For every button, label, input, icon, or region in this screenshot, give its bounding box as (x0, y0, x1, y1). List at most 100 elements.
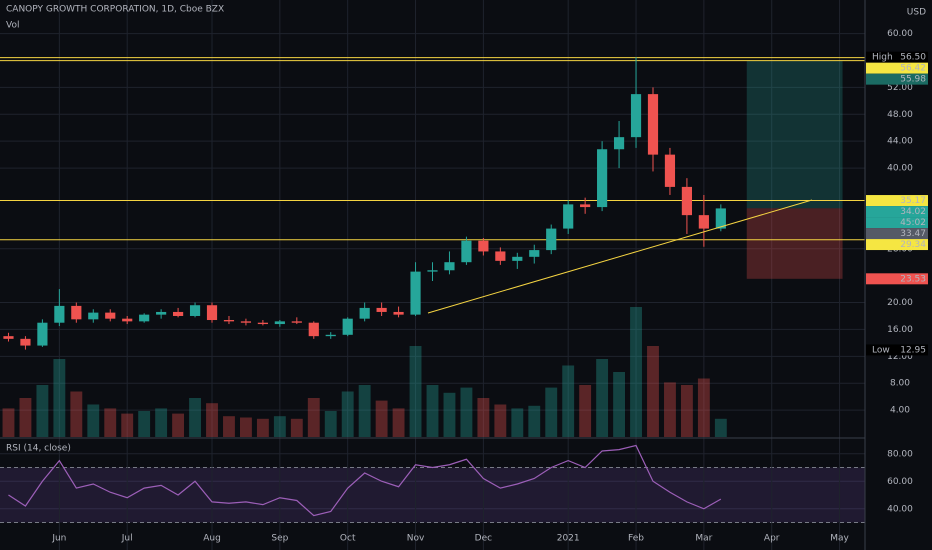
rsi-tick-label: 80.00 (887, 449, 913, 459)
price-tag-label: 56.42 (900, 64, 926, 74)
volume-bar (2, 408, 15, 437)
volume-bar (596, 359, 609, 437)
candle-body (613, 137, 625, 150)
y-tick-label: 8.00 (890, 379, 910, 389)
volume-bar (426, 385, 439, 437)
price-tag-label: 33.47 (900, 229, 926, 239)
y-tick-label: 4.00 (890, 406, 910, 416)
price-tag: 35.17 (866, 195, 928, 207)
candle-body (512, 256, 523, 261)
volume-bar (613, 372, 626, 437)
candle-body (546, 228, 557, 251)
volume-bar (155, 408, 168, 437)
price-tag: 56.42 (866, 62, 928, 74)
volume-bar (562, 365, 575, 437)
price-tag-bg (866, 228, 928, 240)
candle-body (597, 149, 608, 208)
x-tick-label: 2021 (557, 534, 580, 544)
y-tick-label: 44.00 (887, 137, 913, 147)
candle-body (37, 322, 48, 346)
volume-bar (494, 404, 507, 437)
volume-bar (511, 408, 524, 437)
volume-bar (19, 398, 32, 437)
price-tag: 55.98 (866, 73, 928, 85)
candle-body (664, 154, 676, 187)
candle-body (495, 251, 506, 261)
volume-bar (545, 387, 558, 437)
x-tick-label: Aug (203, 534, 221, 544)
candle-body (173, 311, 184, 316)
candle-body (139, 314, 150, 322)
volume-bar (36, 385, 49, 437)
candle-body (359, 307, 370, 319)
volume-bar (375, 400, 388, 437)
candle-body (308, 322, 319, 337)
x-tick-label: Apr (764, 534, 780, 544)
x-tick-label: Oct (340, 534, 356, 544)
volume-bar (528, 405, 541, 437)
candle-body (3, 336, 14, 339)
price-tag: High 56.50 (866, 51, 928, 63)
volume-bar (647, 346, 659, 437)
x-tick-label: Jul (121, 534, 133, 544)
volume-bar (341, 391, 354, 437)
rsi-tick-label: 60.00 (887, 477, 913, 487)
candle-body (274, 321, 285, 325)
candle-body (206, 305, 218, 321)
profit-zone (746, 60, 843, 209)
volume-label: Vol (6, 21, 19, 31)
rsi-line (8, 444, 722, 517)
volume-bar (680, 385, 693, 437)
trendline (427, 199, 813, 314)
x-tick-label: Sep (271, 534, 288, 544)
price-tag-bg (866, 344, 928, 356)
volume-bar (477, 398, 490, 437)
volume-bar (324, 411, 337, 437)
x-tick-label: Feb (628, 534, 644, 544)
candle-body (291, 321, 302, 323)
candle-body (122, 318, 133, 322)
candle-body (105, 312, 116, 319)
y-tick-label: 40.00 (887, 164, 913, 174)
volume-bar (307, 398, 320, 437)
candle-body (444, 262, 455, 271)
price-tag-name: Low (872, 345, 890, 355)
x-tick-label: May (830, 534, 849, 544)
candle-body (393, 311, 404, 315)
price-tag-bg (866, 217, 928, 229)
candle-body (376, 307, 387, 312)
rsi-band (0, 467, 865, 523)
volume-bar (664, 382, 676, 437)
price-tag-label: 12.95 (900, 345, 926, 355)
candle-body (223, 320, 235, 322)
price-tag: 45:02 (866, 217, 928, 229)
candle-body (257, 322, 268, 325)
x-tick-label: Dec (475, 534, 492, 544)
rsi-label: RSI (14, close) (6, 444, 71, 454)
candle-body (88, 312, 99, 320)
candle-body (478, 240, 489, 252)
price-tag-name: High (872, 53, 893, 63)
price-tag-bg (866, 73, 928, 85)
volume-bar (392, 408, 405, 437)
currency[interactable]: USD (907, 8, 926, 18)
price-tag: 33.47 (866, 228, 928, 240)
volume-bar (697, 378, 710, 437)
candle-body (156, 311, 167, 315)
y-tick-label: 20.00 (887, 298, 913, 308)
price-tag-label: 23.53 (900, 274, 926, 284)
candle-body (563, 204, 574, 229)
price-tag-bg (866, 273, 928, 285)
volume-bar (256, 418, 269, 437)
rsi-tick-label: 40.00 (887, 504, 913, 514)
price-tag-bg (866, 62, 928, 74)
candle-body (529, 250, 540, 257)
price-tag-label: 35.17 (900, 196, 926, 206)
candle-body (698, 215, 709, 229)
candle-body (325, 334, 336, 337)
candle-body (71, 305, 82, 320)
price-tag-label: 56.50 (900, 53, 926, 63)
position-tool (0, 57, 865, 279)
